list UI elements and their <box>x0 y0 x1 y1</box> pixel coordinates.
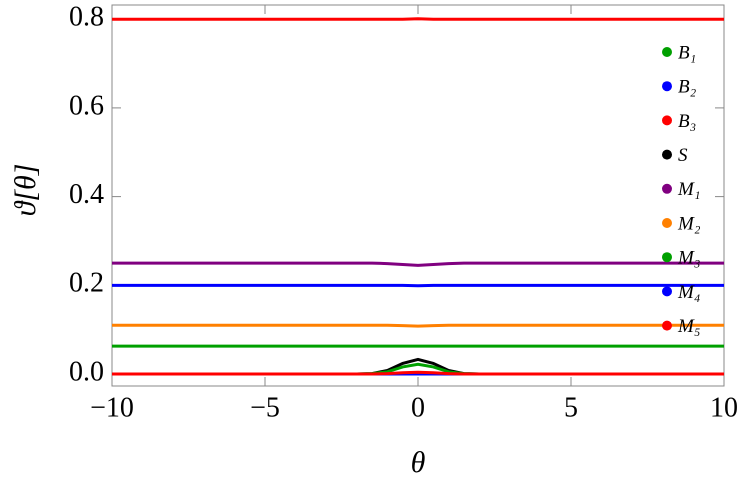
y-axis-label: ϑ[θ] <box>9 164 42 217</box>
legend-label: B₂ <box>678 77 697 98</box>
x-tick-label: −5 <box>250 392 280 423</box>
legend-label: M₂ <box>677 213 701 234</box>
legend-marker <box>662 183 672 194</box>
legend-label: M₄ <box>677 282 700 303</box>
series-line <box>112 370 724 376</box>
legend-label: M₅ <box>677 316 700 337</box>
x-tick-label: 5 <box>564 392 578 423</box>
x-tick-label: −10 <box>90 392 134 423</box>
legend-marker <box>662 218 672 228</box>
legend-marker <box>662 320 672 331</box>
legend-label: M₃ <box>677 248 700 269</box>
legend-marker <box>662 81 672 92</box>
y-tick-label: 0.4 <box>69 179 104 210</box>
series-line <box>112 323 724 328</box>
legend-marker <box>662 286 672 297</box>
y-tick-label: 0.6 <box>69 90 104 121</box>
legend-marker <box>662 115 672 126</box>
y-tick-label: 0.0 <box>69 356 104 387</box>
legend-label: B₃ <box>678 111 696 132</box>
x-tick-label: 10 <box>710 392 738 423</box>
y-tick-label: 0.2 <box>69 268 104 299</box>
y-tick-label: 0.8 <box>69 2 104 33</box>
legend-marker <box>662 47 672 57</box>
legend-marker <box>662 149 672 160</box>
x-tick-label: 0 <box>411 392 425 423</box>
legend-label: B₁ <box>678 42 696 63</box>
plot-frame <box>111 4 725 387</box>
series-line <box>112 261 724 267</box>
x-axis-label: θ <box>411 446 426 479</box>
legend-marker <box>662 252 672 263</box>
legend-label: S <box>678 145 688 166</box>
legend-label: M₁ <box>677 179 700 200</box>
